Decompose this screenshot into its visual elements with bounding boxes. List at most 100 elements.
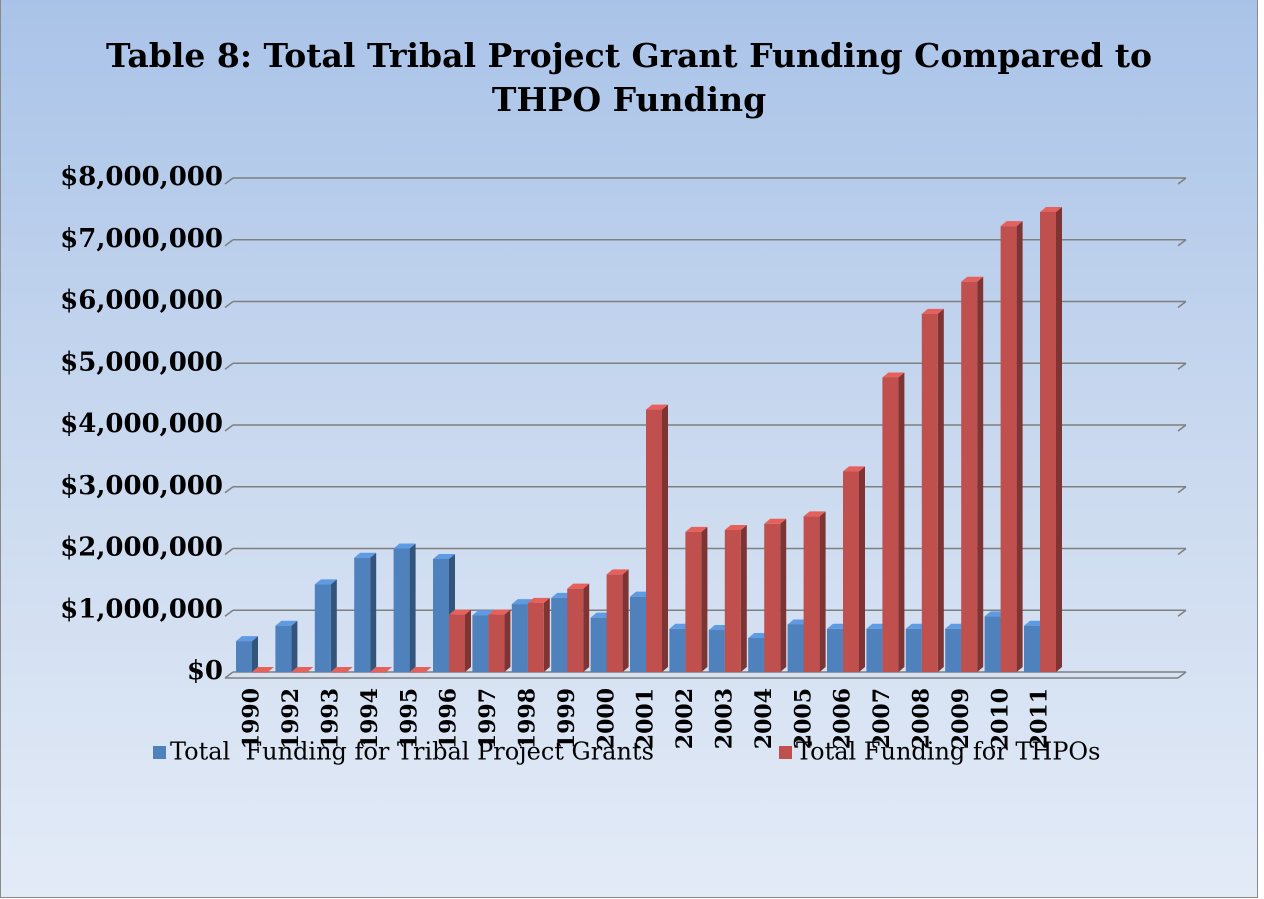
bar-top — [882, 372, 905, 378]
y-tick-label: $3,000,000 — [60, 471, 223, 501]
bar-side — [898, 372, 905, 672]
bar — [275, 620, 298, 672]
x-tick-label: 2006 — [830, 688, 856, 749]
bar-front — [393, 548, 410, 672]
bar-top — [803, 511, 826, 517]
bar-side — [370, 552, 377, 672]
x-tick-label: 2004 — [751, 688, 777, 749]
y-tick-label: $1,000,000 — [60, 594, 223, 624]
bar-front — [409, 672, 426, 673]
bar-front — [488, 614, 505, 672]
x-tick-label: 2007 — [869, 688, 895, 749]
x-tick-label: 2011 — [1027, 688, 1053, 749]
chart-title: Table 8: Total Tribal Project Grant Fund… — [106, 36, 1152, 119]
bar-top — [354, 552, 377, 558]
bar-side — [859, 466, 865, 672]
bar-top — [236, 636, 258, 642]
bar-side — [583, 583, 590, 672]
bar-front — [1040, 211, 1056, 672]
bar-front — [905, 628, 922, 672]
bar — [1000, 221, 1023, 673]
bar — [449, 609, 471, 672]
bar-side — [662, 404, 668, 672]
bar — [393, 543, 416, 672]
bar-top — [449, 609, 471, 615]
bar-side — [977, 276, 984, 672]
x-tick-label: 1993 — [318, 688, 344, 749]
bar — [646, 404, 668, 672]
grid-tick — [1177, 362, 1187, 370]
bar — [314, 579, 337, 672]
bar-front — [1024, 625, 1040, 672]
grid-tick — [224, 300, 234, 309]
y-tick-label: $8,000,000 — [60, 162, 223, 192]
grid-tick — [1177, 486, 1187, 494]
bar — [567, 583, 590, 672]
legend-label: Total Funding for Tribal Project Grants — [170, 738, 654, 766]
bar — [330, 667, 353, 673]
grid-tick — [1177, 239, 1187, 247]
bar-front — [669, 628, 686, 672]
bar-front — [567, 588, 584, 672]
bar-front — [748, 638, 765, 672]
bar-top — [370, 667, 393, 672]
x-tick-label: 1994 — [357, 688, 383, 749]
bar-front — [685, 531, 702, 672]
bar-top — [527, 597, 550, 603]
grid-tick — [1177, 671, 1187, 679]
bar-top — [1040, 206, 1062, 212]
bar-side — [937, 308, 944, 672]
bar — [882, 372, 905, 672]
bar-top — [1000, 221, 1023, 227]
bar — [606, 569, 629, 672]
grid-tick — [1177, 300, 1187, 309]
y-tick-label: $5,000,000 — [60, 347, 223, 377]
bar-side — [409, 543, 416, 672]
bar — [921, 308, 944, 672]
x-tick-label: 1992 — [278, 688, 304, 749]
bar-side — [701, 526, 708, 672]
grid-tick — [224, 671, 234, 679]
bar-top — [921, 308, 944, 314]
bar-side — [291, 620, 298, 672]
grid-tick — [224, 486, 234, 494]
x-tick-label: 1999 — [554, 688, 580, 749]
bar — [291, 667, 314, 673]
bar-top — [764, 518, 787, 524]
x-tick-label: 1997 — [475, 688, 501, 749]
bar — [1040, 206, 1062, 672]
bar-front — [866, 628, 883, 672]
grid-tick — [224, 177, 234, 185]
bar-side — [819, 511, 826, 672]
bar-top — [433, 553, 455, 559]
bar — [354, 552, 377, 672]
bar-top — [275, 620, 298, 626]
bar-front — [882, 377, 899, 672]
bar-front — [984, 616, 1001, 672]
bar-front — [370, 672, 387, 673]
y-tick-label: $2,000,000 — [60, 533, 223, 563]
bar — [764, 518, 787, 672]
bar-front — [708, 630, 725, 672]
bar — [724, 524, 747, 672]
bar-top — [646, 404, 668, 410]
bar-front — [291, 672, 308, 673]
bar-side — [465, 609, 471, 672]
bar-front — [275, 625, 292, 672]
grid-tick — [224, 239, 234, 247]
bar-front — [551, 597, 568, 672]
grid-tick — [224, 547, 234, 556]
bar-top — [409, 667, 432, 672]
bar-front — [527, 602, 544, 672]
bar-side — [1056, 206, 1062, 672]
x-tick-label: 2002 — [672, 688, 698, 749]
bar-front — [921, 313, 938, 672]
bar-top — [606, 569, 629, 575]
bar-side — [740, 524, 747, 672]
bar — [409, 667, 432, 673]
bar-front — [252, 672, 268, 673]
grid-tick — [1177, 177, 1187, 185]
bar-front — [803, 516, 820, 672]
x-tick-label: 2010 — [987, 688, 1013, 749]
